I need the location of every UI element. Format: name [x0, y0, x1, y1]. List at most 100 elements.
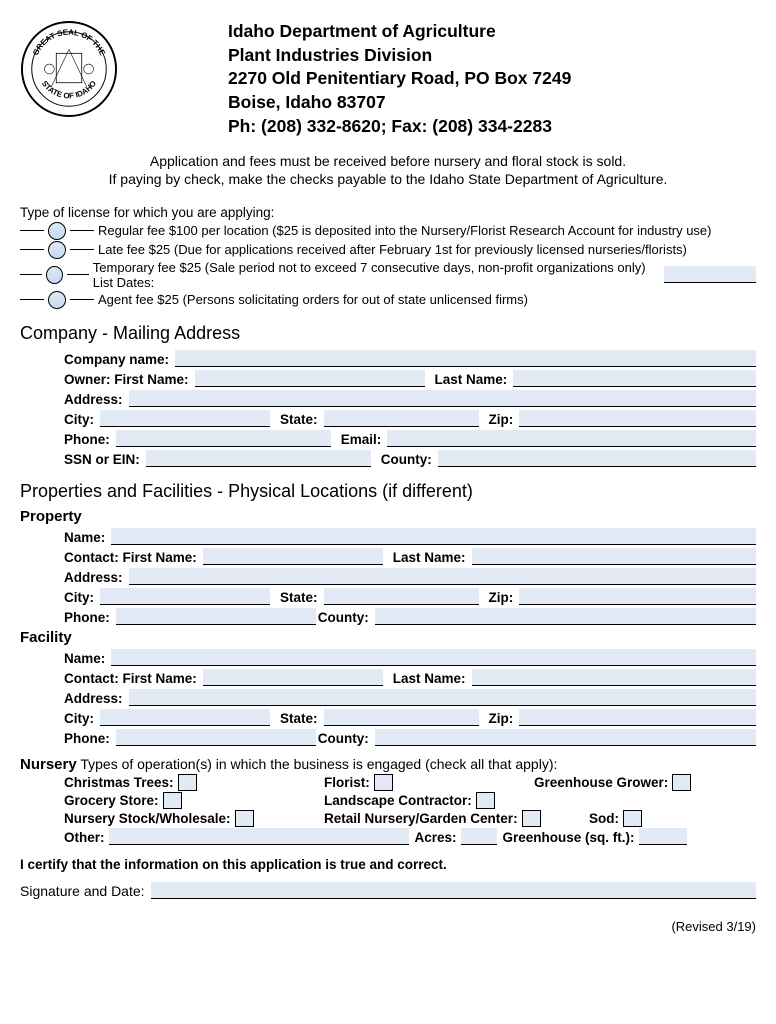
fac-state-input[interactable] — [324, 709, 479, 726]
owner-firstname-label: Owner: First Name: — [64, 372, 189, 387]
address-label: Address: — [64, 392, 123, 407]
fac-lastname-input[interactable] — [472, 669, 756, 686]
nursery-intro-text: Types of operation(s) in which the busin… — [80, 756, 557, 772]
state-seal-icon: GREAT SEAL OF THE STATE OF IDAHO — [20, 20, 118, 118]
prop-address-input[interactable] — [129, 568, 756, 585]
ghsqft-input[interactable] — [639, 828, 687, 845]
city-label: City: — [64, 412, 94, 427]
greenhouse-checkbox[interactable] — [672, 774, 691, 791]
signature-input[interactable] — [151, 882, 756, 899]
fac-address-label: Address: — [64, 691, 123, 706]
prop-contact-fn-label: Contact: First Name: — [64, 550, 197, 565]
fac-county-label: County: — [318, 731, 369, 746]
section-mailing: Company - Mailing Address — [20, 323, 756, 344]
list-dates-input[interactable] — [664, 266, 756, 283]
svg-text:STATE OF IDAHO: STATE OF IDAHO — [40, 79, 98, 100]
intro-line-1: Application and fees must be received be… — [20, 152, 756, 170]
fac-city-input[interactable] — [100, 709, 270, 726]
fac-state-label: State: — [280, 711, 318, 726]
prop-zip-label: Zip: — [489, 590, 514, 605]
florist-checkbox[interactable] — [374, 774, 393, 791]
prop-state-input[interactable] — [324, 588, 479, 605]
fac-county-input[interactable] — [375, 729, 756, 746]
radio-late[interactable] — [48, 241, 66, 259]
landscape-checkbox[interactable] — [476, 792, 495, 809]
prop-lastname-input[interactable] — [472, 548, 756, 565]
license-agent: Agent fee $25 (Persons solicitating orde… — [20, 291, 756, 309]
county-label: County: — [381, 452, 432, 467]
prop-name-label: Name: — [64, 530, 105, 545]
owner-lastname-label: Last Name: — [435, 372, 508, 387]
prop-address-label: Address: — [64, 570, 123, 585]
sod-checkbox[interactable] — [623, 810, 642, 827]
greenhouse-label: Greenhouse Grower: — [534, 775, 668, 790]
prop-name-input[interactable] — [111, 528, 756, 545]
address-input[interactable] — [129, 390, 756, 407]
fac-phone-input[interactable] — [116, 729, 316, 746]
email-label: Email: — [341, 432, 382, 447]
ghsqft-label: Greenhouse (sq. ft.): — [503, 830, 635, 845]
acres-input[interactable] — [461, 828, 497, 845]
landscape-label: Landscape Contractor: — [324, 793, 472, 808]
state-input[interactable] — [324, 410, 479, 427]
org: Idaho Department of Agriculture — [228, 20, 571, 44]
county-input[interactable] — [438, 450, 756, 467]
prop-county-input[interactable] — [375, 608, 756, 625]
nurserystock-label: Nursery Stock/Wholesale: — [64, 811, 231, 826]
christmas-label: Christmas Trees: — [64, 775, 174, 790]
city-input[interactable] — [100, 410, 270, 427]
other-input[interactable] — [109, 828, 409, 845]
license-late-text: Late fee $25 (Due for applications recei… — [98, 242, 687, 257]
header: GREAT SEAL OF THE STATE OF IDAHO Idaho D… — [20, 20, 756, 138]
license-regular: Regular fee $100 per location ($25 is de… — [20, 222, 756, 240]
facility-heading: Facility — [20, 629, 756, 646]
prop-city-input[interactable] — [100, 588, 270, 605]
ssn-label: SSN or EIN: — [64, 452, 140, 467]
license-type-intro: Type of license for which you are applyi… — [20, 205, 756, 220]
zip-input[interactable] — [519, 410, 756, 427]
owner-firstname-input[interactable] — [195, 370, 425, 387]
acres-label: Acres: — [415, 830, 457, 845]
company-name-input[interactable] — [175, 350, 756, 367]
email-input[interactable] — [387, 430, 756, 447]
property-fields: Name: Contact: First Name: Last Name: Ad… — [20, 528, 756, 625]
sod-label: Sod: — [589, 811, 619, 826]
prop-phone-label: Phone: — [64, 610, 110, 625]
fac-contact-fn-input[interactable] — [203, 669, 383, 686]
section-properties: Properties and Facilities - Physical Loc… — [20, 481, 756, 502]
header-citystate: Boise, Idaho 83707 — [228, 91, 571, 115]
radio-regular[interactable] — [48, 222, 66, 240]
fac-contact-fn-label: Contact: First Name: — [64, 671, 197, 686]
property-heading: Property — [20, 508, 756, 525]
retail-checkbox[interactable] — [522, 810, 541, 827]
grocery-checkbox[interactable] — [163, 792, 182, 809]
fac-phone-label: Phone: — [64, 731, 110, 746]
fac-zip-input[interactable] — [519, 709, 756, 726]
prop-contact-fn-input[interactable] — [203, 548, 383, 565]
nurserystock-checkbox[interactable] — [235, 810, 254, 827]
christmas-checkbox[interactable] — [178, 774, 197, 791]
prop-county-label: County: — [318, 610, 369, 625]
license-regular-text: Regular fee $100 per location ($25 is de… — [98, 223, 712, 238]
facility-fields: Name: Contact: First Name: Last Name: Ad… — [20, 649, 756, 746]
svg-text:GREAT SEAL OF THE: GREAT SEAL OF THE — [31, 28, 107, 57]
phone-label: Phone: — [64, 432, 110, 447]
fac-name-label: Name: — [64, 651, 105, 666]
prop-state-label: State: — [280, 590, 318, 605]
fac-name-input[interactable] — [111, 649, 756, 666]
phone-input[interactable] — [116, 430, 331, 447]
ssn-input[interactable] — [146, 450, 371, 467]
prop-phone-input[interactable] — [116, 608, 316, 625]
other-label: Other: — [64, 830, 105, 845]
fac-address-input[interactable] — [129, 689, 756, 706]
zip-label: Zip: — [489, 412, 514, 427]
fac-lastname-label: Last Name: — [393, 671, 466, 686]
radio-temporary[interactable] — [46, 266, 63, 284]
state-label: State: — [280, 412, 318, 427]
radio-agent[interactable] — [48, 291, 66, 309]
owner-lastname-input[interactable] — [513, 370, 756, 387]
grocery-label: Grocery Store: — [64, 793, 159, 808]
prop-zip-input[interactable] — [519, 588, 756, 605]
header-text: Idaho Department of Agriculture Plant In… — [228, 20, 571, 138]
signature-label: Signature and Date: — [20, 883, 145, 899]
